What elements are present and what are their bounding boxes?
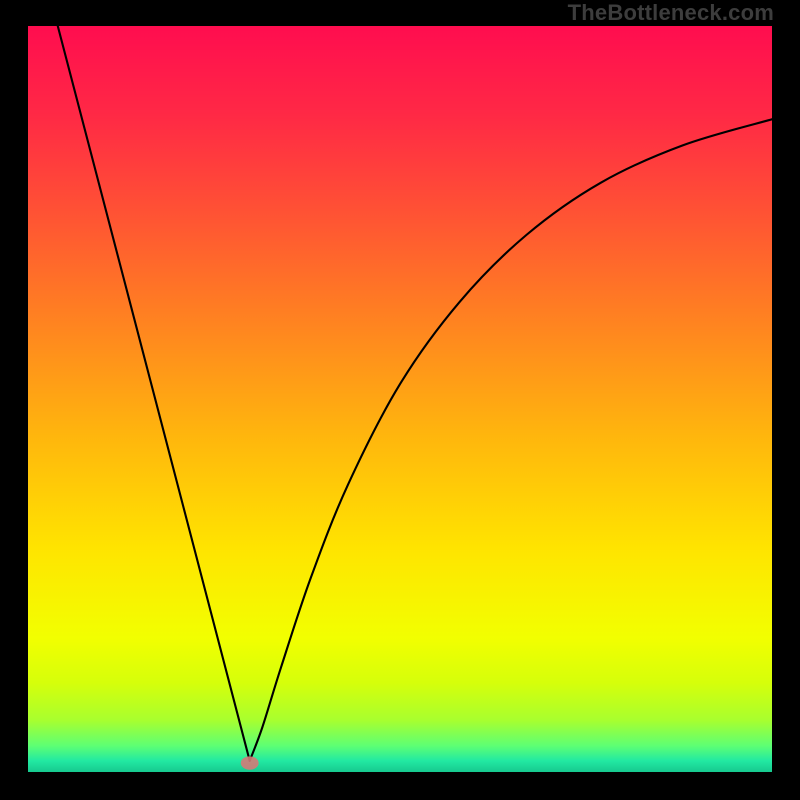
watermark-text: TheBottleneck.com — [568, 0, 774, 26]
bottleneck-curve-chart — [28, 26, 772, 772]
plot-area — [28, 26, 772, 772]
chart-frame: TheBottleneck.com — [0, 0, 800, 800]
minimum-marker — [241, 756, 259, 769]
gradient-background — [28, 26, 772, 772]
